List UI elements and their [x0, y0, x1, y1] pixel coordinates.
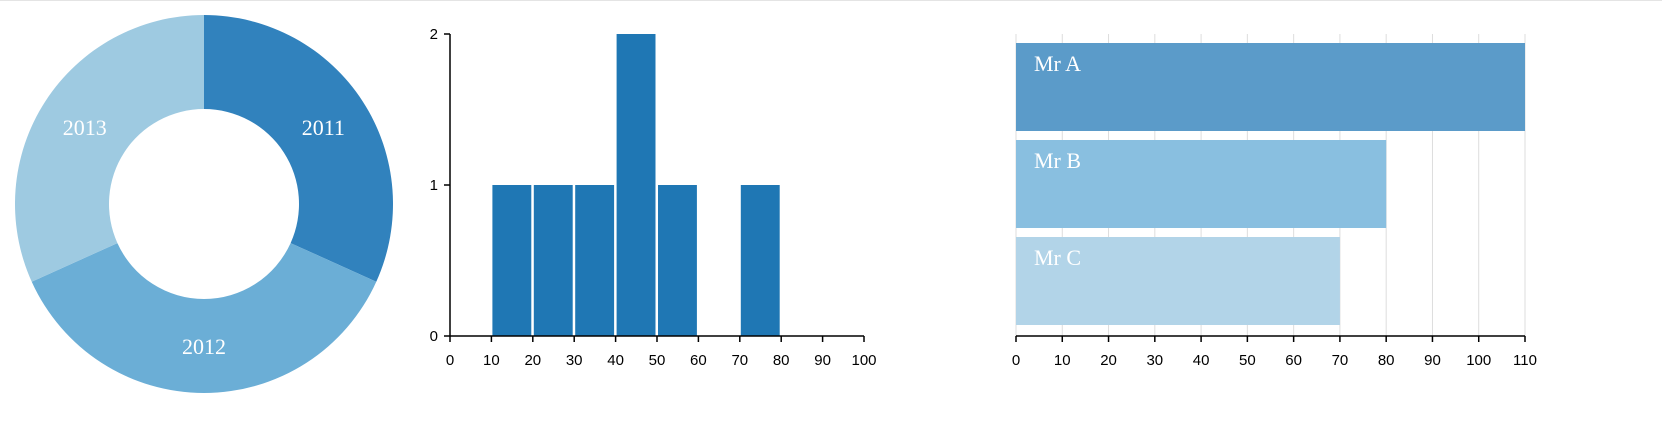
histogram-bar — [492, 185, 532, 336]
x-tick-label: 80 — [1378, 352, 1395, 369]
histogram-bar — [533, 185, 573, 336]
pie-slice-label: 2012 — [182, 334, 226, 359]
histogram-bar — [616, 34, 656, 336]
pie-slice-label: 2011 — [302, 115, 345, 140]
x-tick-label: 70 — [1332, 352, 1349, 369]
histogram-bar — [575, 185, 615, 336]
x-tick-label: 10 — [1054, 352, 1071, 369]
hbar-label: Mr C — [1034, 245, 1081, 270]
horizontal-bar-chart: Mr A Mr B Mr C 0 10 20 30 40 50 60 70 80 90 100 110 — [1012, 34, 1537, 369]
x-tick-label: 50 — [649, 352, 666, 369]
histogram-bar — [658, 185, 697, 336]
y-tick-label: 0 — [430, 328, 438, 345]
x-tick-label: 60 — [690, 352, 707, 369]
hbar-mr-b — [1016, 140, 1387, 228]
x-tick-label: 100 — [851, 352, 876, 369]
donut-chart: 2011 2012 2013 — [14, 15, 393, 393]
x-tick-label: 30 — [566, 352, 583, 369]
x-tick-label: 70 — [731, 352, 748, 369]
x-tick-label: 50 — [1239, 352, 1256, 369]
x-tick-label: 40 — [607, 352, 624, 369]
x-tick-label: 90 — [814, 352, 831, 369]
pie-slice-label: 2013 — [63, 115, 107, 140]
x-tick-label: 60 — [1285, 352, 1302, 369]
pie-slice-2011 — [204, 15, 393, 282]
y-tick-label: 2 — [430, 26, 438, 43]
x-tick-label: 0 — [446, 352, 454, 369]
histogram-bar — [740, 185, 780, 336]
x-tick-label: 80 — [773, 352, 790, 369]
top-divider — [0, 0, 1662, 1]
x-tick-label: 90 — [1424, 352, 1441, 369]
x-tick-label: 30 — [1146, 352, 1163, 369]
hbar-mr-a — [1016, 43, 1525, 131]
histogram-chart: 0 10 20 30 40 50 60 70 80 90 100 0 1 2 — [430, 26, 877, 369]
hbar-label: Mr A — [1034, 51, 1081, 76]
hbar-mr-c — [1016, 237, 1340, 325]
x-tick-label: 110 — [1513, 352, 1537, 369]
x-tick-label: 10 — [483, 352, 500, 369]
pie-slice-2012 — [31, 243, 377, 393]
x-tick-label: 20 — [524, 352, 541, 369]
x-tick-label: 20 — [1100, 352, 1117, 369]
x-tick-label: 40 — [1193, 352, 1210, 369]
x-tick-label: 0 — [1012, 352, 1020, 369]
hbar-label: Mr B — [1034, 148, 1081, 173]
y-tick-label: 1 — [430, 177, 438, 194]
pie-slice-2013 — [14, 15, 204, 282]
x-tick-label: 100 — [1466, 352, 1491, 369]
